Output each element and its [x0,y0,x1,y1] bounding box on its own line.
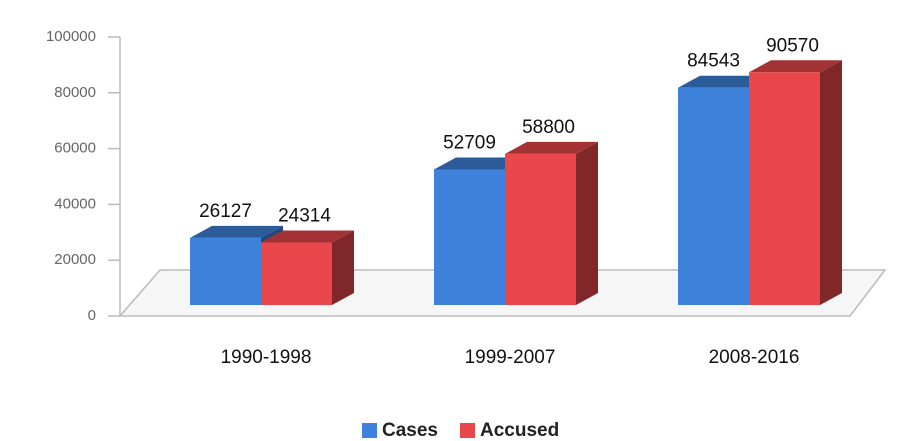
bar-side [332,230,354,305]
data-label: 26127 [199,201,252,222]
legend-swatch [362,423,377,438]
bar [678,87,749,305]
bar [505,153,576,305]
bar-top [749,60,842,73]
data-label: 52709 [443,133,496,154]
bar-side [820,60,842,305]
data-label: 58800 [522,117,575,138]
bar [190,237,261,305]
y-tick-label: 40000 [54,195,96,212]
legend-label: Cases [382,420,438,441]
legend-swatch [460,423,475,438]
data-label: 24314 [278,206,331,227]
bar [261,242,332,305]
y-tick-label: 80000 [54,84,96,101]
bar [434,169,505,305]
y-tick-label: 60000 [54,140,96,157]
bar-top [190,225,283,238]
legend-label: Accused [480,420,559,441]
bar-top [678,75,771,88]
data-label: 84543 [687,51,740,72]
y-tick-label: 20000 [54,251,96,268]
bar-top [434,157,527,170]
bar-top [505,141,598,154]
data-label: 90570 [766,35,819,56]
bar [749,72,820,305]
x-tick-label: 2008-2016 [709,347,800,368]
x-tick-label: 1999-2007 [465,347,556,368]
bar-side [576,141,598,305]
bar-top [261,230,354,243]
y-tick-label: 0 [88,307,96,324]
x-tick-label: 1990-1998 [221,347,312,368]
y-tick-label: 100000 [46,28,96,45]
